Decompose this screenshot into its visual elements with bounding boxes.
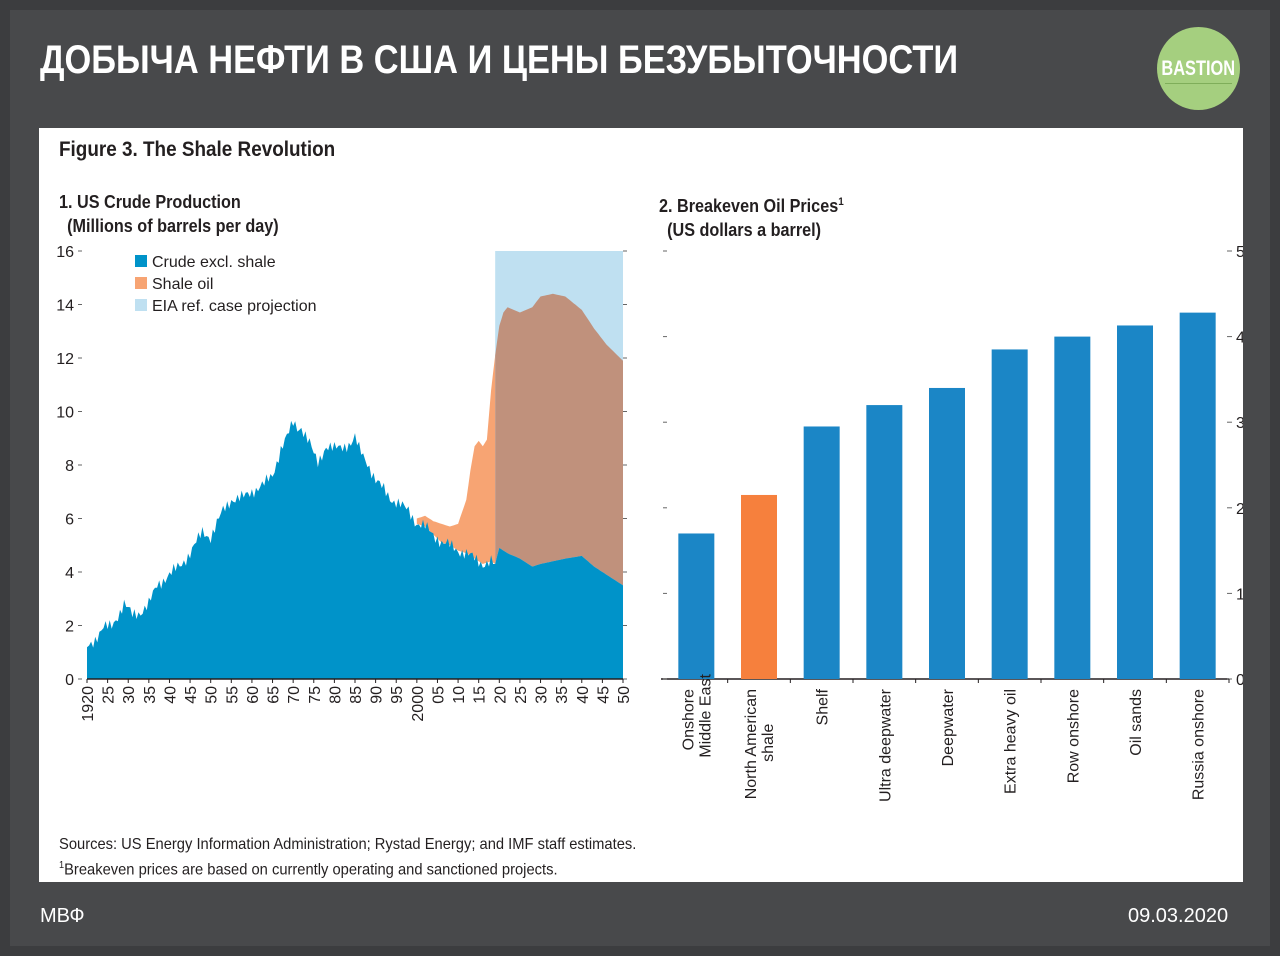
bar <box>678 533 715 679</box>
x-tick-label: 45 <box>183 686 200 704</box>
footnote-mark: 1 <box>59 860 65 871</box>
x-tick-label: 85 <box>348 686 365 704</box>
x-tick-label: 70 <box>286 686 303 704</box>
category-label: Oil sands <box>1128 689 1145 756</box>
shale-area-historical <box>416 355 496 564</box>
y-tick-label: 10 <box>56 405 74 422</box>
footer-source: МВФ <box>40 905 85 927</box>
y-tick-label: 6 <box>65 512 74 529</box>
logo-text: BASTION <box>1161 56 1236 80</box>
x-tick-label: 1920 <box>80 686 97 722</box>
logo-underline <box>1165 83 1232 84</box>
x-tick-label: 50 <box>616 686 633 704</box>
x-tick-label: 35 <box>142 686 159 704</box>
x-tick-label: 65 <box>266 686 283 704</box>
category-label: Extra heavy oil <box>1003 689 1020 794</box>
y-tick-label: 30 <box>1236 415 1243 432</box>
y-tick-label: 0 <box>65 672 74 689</box>
category-label: Onshore <box>680 689 697 750</box>
x-tick-label: 80 <box>327 686 344 704</box>
legend-label: Shale oil <box>152 276 213 293</box>
x-tick-label: 35 <box>554 686 571 704</box>
legend-label: Crude excl. shale <box>152 254 276 271</box>
y-tick-label: 16 <box>56 244 74 261</box>
category-label: Deepwater <box>940 688 957 766</box>
bastion-logo: BASTION <box>1157 27 1240 110</box>
y-tick-label: 50 <box>1236 244 1243 261</box>
legend-label: EIA ref. case projection <box>152 298 317 315</box>
x-tick-label: 30 <box>121 686 138 704</box>
category-label: Russia onshore <box>1191 689 1208 800</box>
x-tick-label: 10 <box>451 686 468 704</box>
production-title-line1: 1. US Crude Production <box>59 192 241 212</box>
page-title: ДОБЫЧА НЕФТИ В США И ЦЕНЫ БЕЗУБЫТОЧНОСТИ <box>40 38 959 82</box>
x-tick-label: 75 <box>307 686 324 704</box>
y-tick-label: 12 <box>56 351 74 368</box>
category-label: Ultra deepwater <box>877 688 894 802</box>
x-tick-label: 60 <box>245 686 262 704</box>
x-tick-label: 30 <box>534 686 551 704</box>
category-label-line2: Middle East <box>697 674 714 758</box>
bar <box>741 494 777 679</box>
y-tick-label: 20 <box>1236 501 1243 518</box>
category-label: Row onshore <box>1065 689 1082 783</box>
x-tick-label: 20 <box>492 686 509 704</box>
footer-date: 09.03.2020 <box>1128 905 1229 927</box>
shale-area-projection <box>495 293 623 586</box>
y-tick-label: 4 <box>65 565 74 582</box>
crude-area <box>87 420 623 679</box>
bar <box>929 387 965 679</box>
bar <box>1054 336 1091 679</box>
category-label: North American <box>743 689 760 799</box>
bar <box>866 405 903 679</box>
x-tick-label: 90 <box>369 686 386 704</box>
breakeven-chart-title: 2. Breakeven Oil Prices1 (US dollars a b… <box>659 190 844 242</box>
bar <box>803 426 840 679</box>
x-tick-label: 55 <box>224 686 241 704</box>
sources-text: Sources: US Energy Information Administr… <box>59 836 637 853</box>
x-tick-label: 40 <box>162 686 179 704</box>
category-label-line2: shale <box>760 724 777 762</box>
y-tick-label: 10 <box>1236 586 1243 603</box>
y-tick-label: 8 <box>65 458 74 475</box>
x-tick-label: 25 <box>101 686 118 704</box>
y-tick-label: 40 <box>1236 330 1243 347</box>
footnote-text: Breakeven prices are based on currently … <box>64 861 558 879</box>
production-title-line2: (Millions of barrels per day) <box>67 216 279 236</box>
legend-swatch <box>135 255 147 267</box>
x-tick-label: 50 <box>204 686 221 704</box>
breakeven-title-line1: 2. Breakeven Oil Prices <box>659 196 839 216</box>
x-tick-label: 05 <box>430 686 447 704</box>
y-tick-label: 2 <box>65 619 74 636</box>
legend-swatch <box>135 299 147 311</box>
figure-panel: Figure 3. The Shale Revolution 1. US Cru… <box>39 128 1243 882</box>
y-tick-label: 14 <box>56 298 74 315</box>
bar <box>1117 325 1153 679</box>
x-tick-label: 15 <box>472 686 489 704</box>
figure-title: Figure 3. The Shale Revolution <box>59 138 336 161</box>
sources-note: Sources: US Energy Information Administr… <box>59 834 636 880</box>
x-tick-label: 2000 <box>410 686 427 722</box>
production-chart-title: 1. US Crude Production (Millions of barr… <box>59 190 279 238</box>
bar <box>1179 312 1216 679</box>
breakeven-title-line2: (US dollars a barrel) <box>667 220 822 240</box>
bar <box>991 349 1028 679</box>
breakeven-title-footnote-mark: 1 <box>838 196 844 208</box>
category-label: Shelf <box>815 688 832 725</box>
x-tick-label: 95 <box>389 686 406 704</box>
x-tick-label: 25 <box>513 686 530 704</box>
y-tick-label: 0 <box>1236 672 1243 689</box>
x-tick-label: 45 <box>595 686 612 704</box>
x-tick-label: 40 <box>575 686 592 704</box>
legend-swatch <box>135 277 147 289</box>
